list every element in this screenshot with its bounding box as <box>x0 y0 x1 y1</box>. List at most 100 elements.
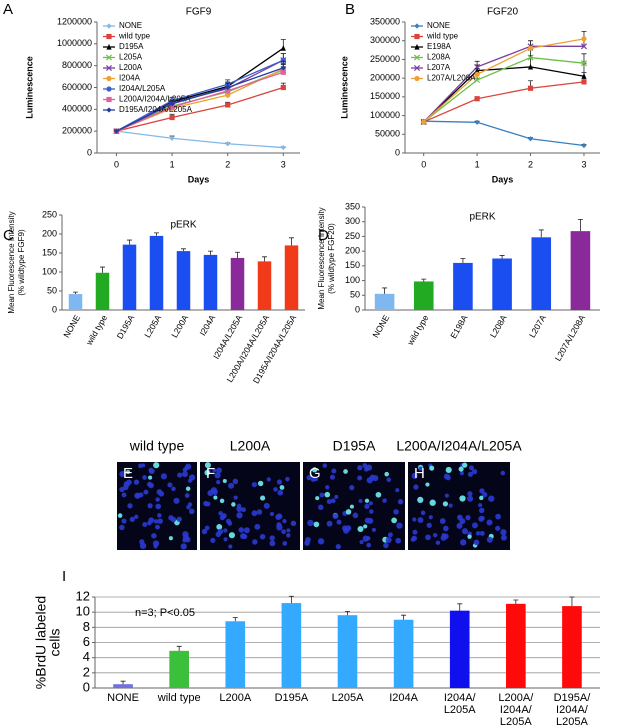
cell <box>335 544 341 550</box>
error-bar <box>208 250 213 255</box>
marker <box>169 101 175 107</box>
cell <box>460 539 467 546</box>
marker <box>527 45 534 51</box>
cell <box>366 542 372 548</box>
cell <box>210 537 216 543</box>
cell <box>134 492 141 499</box>
cell <box>479 495 484 501</box>
cell <box>412 517 417 522</box>
cell <box>306 475 312 481</box>
cell <box>383 542 389 549</box>
legend-label: I204A/L205A <box>119 84 166 93</box>
cell <box>204 469 210 476</box>
cell <box>317 538 325 545</box>
cell <box>260 495 266 501</box>
y-tick-label: 400000 <box>62 104 92 114</box>
bar <box>284 245 299 310</box>
cell <box>324 491 331 498</box>
cell <box>369 474 375 480</box>
x-tick-label: NONE <box>370 313 391 340</box>
y-tick-label: 250 <box>345 231 360 241</box>
bar <box>225 621 246 688</box>
y-axis-label: (% wildtype FGF20) <box>327 223 336 294</box>
cell <box>495 525 501 531</box>
cell <box>282 541 288 546</box>
cell <box>142 521 148 527</box>
cell <box>269 540 276 547</box>
cell <box>285 476 290 482</box>
marker <box>527 85 534 91</box>
cell <box>252 539 258 545</box>
cell <box>395 488 400 493</box>
cell <box>276 479 283 485</box>
cell <box>413 484 419 490</box>
legend-marker <box>106 107 112 113</box>
cell <box>236 512 243 519</box>
y-tick-label: 50 <box>47 285 57 295</box>
cell <box>364 517 371 524</box>
cell <box>176 516 182 522</box>
cell <box>139 542 147 550</box>
cell <box>425 534 431 541</box>
chart-title: pERK <box>170 220 196 231</box>
cell <box>153 519 159 524</box>
cell <box>330 498 336 504</box>
cell <box>411 472 418 479</box>
cell <box>241 507 246 513</box>
legend-marker <box>106 75 112 82</box>
marker <box>225 88 231 94</box>
y-axis-label: %BrdU labeled <box>33 596 49 689</box>
cell <box>479 488 485 494</box>
bar <box>122 244 137 310</box>
x-tick-label: L200A <box>219 692 251 704</box>
y-tick-label: 50000 <box>375 129 400 139</box>
x-tick-label: L205A <box>142 313 163 340</box>
cell <box>368 509 374 514</box>
cell <box>495 513 501 520</box>
cell <box>456 522 463 529</box>
y-tick-label: 150 <box>345 260 360 270</box>
error-bar <box>288 595 294 604</box>
cell <box>429 499 436 506</box>
y-tick-label: 350000 <box>370 16 400 26</box>
cell <box>146 481 152 487</box>
marker <box>169 135 175 141</box>
legend-marker <box>106 86 112 92</box>
cell <box>286 528 291 533</box>
marker <box>527 54 534 61</box>
error-bar <box>382 287 388 294</box>
error-bar <box>421 278 427 282</box>
cell <box>214 472 221 479</box>
cell <box>254 523 261 530</box>
cell <box>216 467 222 474</box>
marker <box>581 73 587 79</box>
cell <box>187 502 193 507</box>
marker <box>581 142 587 149</box>
cell <box>375 491 382 498</box>
y-tick-label: 200000 <box>370 73 400 83</box>
cell <box>500 470 506 476</box>
cell <box>364 498 370 503</box>
cell <box>236 503 242 509</box>
legend-marker <box>106 23 112 29</box>
y-tick-label: 0 <box>395 147 400 157</box>
legend-marker <box>414 43 420 50</box>
marker <box>580 60 587 67</box>
cell <box>117 513 123 518</box>
legend-marker <box>413 54 421 61</box>
panel-label: F <box>206 465 215 482</box>
image-title: wild type <box>129 438 185 454</box>
error-bar <box>262 256 267 262</box>
cell <box>471 522 478 529</box>
cell <box>326 499 332 505</box>
cell <box>304 540 310 546</box>
cell <box>396 522 403 529</box>
panel-label: E <box>123 465 133 482</box>
cell <box>363 524 368 529</box>
bar <box>492 258 512 310</box>
cell <box>349 504 354 509</box>
cell <box>440 535 447 541</box>
y-axis-label: Luminescence <box>339 56 349 119</box>
marker <box>280 69 286 75</box>
cell <box>216 479 221 485</box>
